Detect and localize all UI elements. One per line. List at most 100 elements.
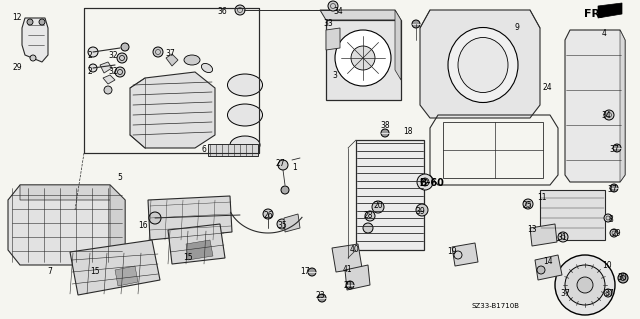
Text: 40: 40	[349, 244, 359, 254]
Text: 12: 12	[12, 13, 22, 23]
Circle shape	[115, 67, 125, 77]
Polygon shape	[130, 72, 215, 148]
Text: 14: 14	[543, 257, 553, 266]
Text: 21: 21	[343, 280, 353, 290]
Polygon shape	[598, 3, 622, 18]
Text: 26: 26	[263, 211, 273, 219]
Circle shape	[30, 55, 36, 61]
Text: 20: 20	[373, 202, 383, 211]
Circle shape	[89, 64, 97, 72]
Text: 2: 2	[88, 51, 92, 61]
Circle shape	[610, 229, 618, 237]
Polygon shape	[70, 240, 160, 295]
Text: 29: 29	[12, 63, 22, 72]
Text: B-60: B-60	[420, 178, 444, 188]
Polygon shape	[452, 243, 478, 266]
Text: 25: 25	[522, 201, 532, 210]
Polygon shape	[20, 185, 125, 200]
Text: 13: 13	[527, 226, 537, 234]
Polygon shape	[103, 75, 115, 84]
Polygon shape	[22, 18, 48, 62]
Text: 15: 15	[183, 254, 193, 263]
Circle shape	[372, 201, 384, 213]
Text: 37: 37	[560, 290, 570, 299]
Polygon shape	[168, 224, 225, 264]
Text: 19: 19	[447, 248, 457, 256]
Polygon shape	[395, 10, 401, 80]
Circle shape	[555, 255, 615, 315]
Polygon shape	[100, 62, 112, 73]
Ellipse shape	[458, 38, 508, 93]
Circle shape	[618, 273, 628, 283]
Circle shape	[604, 110, 614, 120]
Polygon shape	[110, 185, 125, 265]
Polygon shape	[326, 28, 340, 50]
Bar	[356, 140, 424, 250]
Bar	[326, 20, 401, 100]
Text: 16: 16	[138, 220, 148, 229]
Text: 7: 7	[47, 268, 52, 277]
Polygon shape	[345, 265, 370, 290]
Bar	[443, 122, 543, 178]
Text: 3: 3	[333, 71, 337, 80]
Text: 4: 4	[602, 28, 607, 38]
Circle shape	[153, 47, 163, 57]
Circle shape	[278, 160, 288, 170]
Text: 9: 9	[515, 23, 520, 32]
Polygon shape	[535, 255, 562, 280]
Polygon shape	[115, 266, 138, 286]
Text: 37: 37	[607, 184, 617, 194]
Circle shape	[610, 184, 618, 192]
Circle shape	[365, 211, 375, 221]
Circle shape	[351, 46, 375, 70]
Ellipse shape	[230, 136, 260, 154]
Text: 27: 27	[275, 159, 285, 167]
Text: 28: 28	[364, 211, 372, 220]
Circle shape	[277, 219, 287, 229]
Circle shape	[117, 53, 127, 63]
Circle shape	[235, 5, 245, 15]
Circle shape	[104, 86, 112, 94]
Text: 31: 31	[557, 233, 567, 241]
Text: 11: 11	[537, 192, 547, 202]
Circle shape	[281, 186, 289, 194]
Text: 36: 36	[217, 8, 227, 17]
Bar	[540, 190, 605, 240]
Circle shape	[346, 281, 354, 289]
Text: 18: 18	[403, 128, 413, 137]
Circle shape	[604, 214, 612, 222]
Circle shape	[417, 174, 433, 190]
Text: 37: 37	[609, 145, 619, 153]
Circle shape	[363, 223, 373, 233]
Circle shape	[523, 199, 533, 209]
Text: 15: 15	[90, 268, 100, 277]
Circle shape	[416, 204, 428, 216]
Ellipse shape	[227, 104, 262, 126]
Text: 29: 29	[611, 229, 621, 239]
Polygon shape	[332, 244, 362, 272]
Text: 37: 37	[165, 49, 175, 58]
Polygon shape	[186, 240, 213, 260]
Text: 2: 2	[88, 66, 92, 76]
Circle shape	[335, 30, 391, 86]
Polygon shape	[148, 196, 232, 240]
Text: 34: 34	[333, 8, 343, 17]
Polygon shape	[565, 30, 625, 182]
Text: FR.: FR.	[584, 9, 604, 19]
Text: 10: 10	[602, 262, 612, 271]
Circle shape	[27, 19, 33, 25]
Text: 34: 34	[601, 112, 611, 121]
Text: SZ33-B1710B: SZ33-B1710B	[471, 303, 519, 309]
Text: 6: 6	[202, 145, 207, 154]
Circle shape	[558, 232, 568, 242]
Polygon shape	[166, 54, 178, 66]
Text: 23: 23	[315, 292, 325, 300]
Text: 8: 8	[609, 214, 613, 224]
Circle shape	[149, 212, 161, 224]
Ellipse shape	[448, 27, 518, 102]
Circle shape	[121, 43, 129, 51]
Text: 24: 24	[542, 84, 552, 93]
Polygon shape	[420, 10, 540, 118]
Circle shape	[328, 1, 338, 11]
Text: 17: 17	[300, 268, 310, 277]
